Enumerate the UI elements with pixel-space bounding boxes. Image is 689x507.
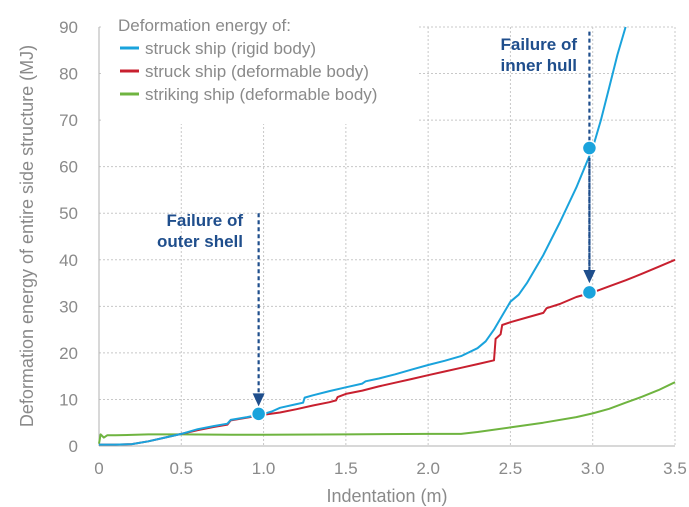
y-tick-label: 40 [59, 251, 78, 270]
legend: Deformation energy of: struck ship (rigid… [103, 12, 418, 124]
legend-entry: striking ship (deformable body) [145, 85, 377, 104]
y-tick-labels: 0 10 20 30 40 50 60 70 80 90 [59, 18, 78, 456]
legend-title: Deformation energy of: [118, 16, 291, 35]
series-lines [98, 26, 676, 446]
x-tick-label: 3.5 [663, 459, 687, 478]
annotation-text: Failure of [166, 211, 243, 230]
legend-background [103, 12, 418, 124]
annotation-text: inner hull [501, 56, 578, 75]
annotation-arrow-head [583, 270, 596, 284]
data-marker [581, 140, 598, 156]
y-tick-label: 60 [59, 158, 78, 177]
annotation-arrow-head [252, 393, 265, 407]
x-tick-label: 2.5 [499, 459, 523, 478]
y-tick-label: 10 [59, 390, 78, 409]
y-tick-label: 90 [59, 18, 78, 37]
markers [250, 140, 598, 422]
y-tick-label: 50 [59, 204, 78, 223]
data-marker [250, 406, 267, 422]
annotation-text: outer shell [157, 232, 243, 251]
legend-entry: struck ship (rigid body) [145, 39, 316, 58]
y-tick-label: 30 [59, 297, 78, 316]
x-tick-labels: 0 0.5 1.0 1.5 2.0 2.5 3.0 3.5 [94, 459, 687, 478]
y-axis-label: Deformation energy of entire side struct… [17, 45, 37, 427]
legend-entry: struck ship (deformable body) [145, 62, 369, 81]
y-tick-label: 0 [69, 437, 78, 456]
x-tick-label: 2.0 [416, 459, 440, 478]
x-tick-label: 0.5 [169, 459, 193, 478]
series-line [98, 381, 676, 444]
annotation-text: Failure of [500, 35, 577, 54]
x-tick-label: 0 [94, 459, 103, 478]
series-line [99, 26, 627, 446]
x-tick-label: 3.0 [581, 459, 605, 478]
data-marker [581, 284, 598, 301]
axes [98, 27, 675, 447]
y-tick-label: 70 [59, 111, 78, 130]
x-axis-label: Indentation (m) [326, 486, 447, 506]
x-tick-label: 1.5 [334, 459, 358, 478]
y-tick-label: 80 [59, 65, 78, 84]
y-tick-label: 20 [59, 344, 78, 363]
x-tick-label: 1.0 [252, 459, 276, 478]
annotations: Failure of outer shell Failure of inner hul… [157, 31, 596, 407]
